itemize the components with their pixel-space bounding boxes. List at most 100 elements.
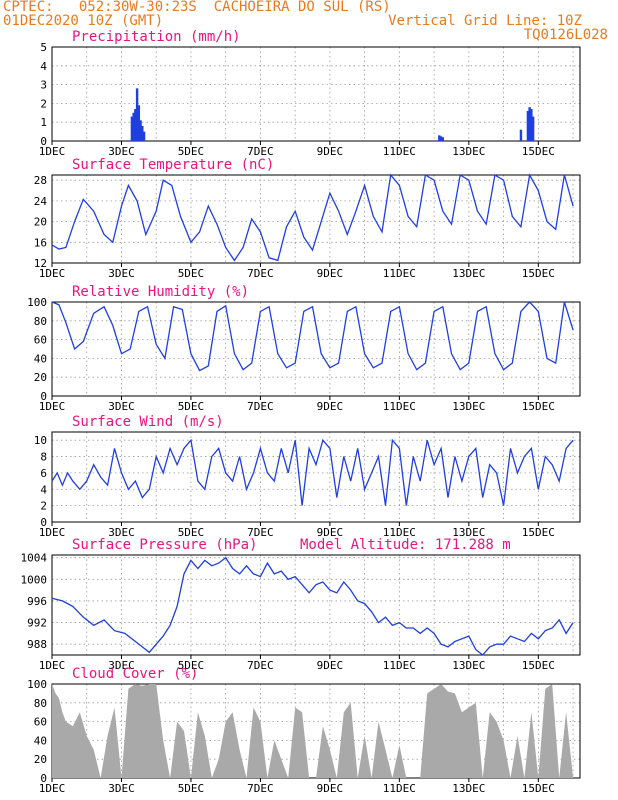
y-tick-label: 80 bbox=[34, 697, 47, 710]
precip-bar bbox=[526, 110, 530, 141]
precip-bar bbox=[438, 135, 441, 141]
y-tick-label: 20 bbox=[34, 371, 47, 384]
y-tick-label: 0 bbox=[40, 516, 47, 529]
y-tick-label: 992 bbox=[27, 617, 47, 630]
x-tick-label: 1DEC bbox=[39, 145, 66, 158]
x-tick-label: 7DEC bbox=[247, 526, 274, 539]
precip-bar bbox=[528, 107, 531, 141]
precip-bar bbox=[439, 136, 443, 141]
x-tick-label: 13DEC bbox=[452, 782, 485, 795]
precip-bar bbox=[135, 88, 139, 141]
header-station: CPTEC: 052:30W-30:23S CACHOEIRA DO SUL (… bbox=[3, 0, 391, 15]
x-tick-label: 9DEC bbox=[317, 526, 344, 539]
x-tick-label: 5DEC bbox=[178, 400, 205, 413]
x-tick-label: 7DEC bbox=[247, 782, 274, 795]
series-line bbox=[51, 173, 574, 262]
panel-title: Surface Wind (m/s) bbox=[72, 414, 224, 430]
precip-bar bbox=[132, 112, 135, 141]
y-tick-label: 2 bbox=[40, 500, 47, 513]
y-tick-label: 4 bbox=[40, 60, 47, 73]
x-tick-label: 1DEC bbox=[39, 526, 66, 539]
x-tick-label: 15DEC bbox=[522, 659, 555, 672]
y-tick-label: 28 bbox=[34, 174, 47, 187]
header-grid-line: Vertical Grid Line: 10Z bbox=[388, 13, 582, 29]
y-tick-label: 60 bbox=[34, 716, 47, 729]
panel-title: Precipitation (mm/h) bbox=[72, 29, 241, 45]
y-tick-label: 100 bbox=[27, 296, 47, 309]
x-tick-label: 13DEC bbox=[452, 526, 485, 539]
x-tick-label: 15DEC bbox=[522, 400, 555, 413]
y-tick-label: 0 bbox=[40, 772, 47, 785]
x-tick-label: 15DEC bbox=[522, 267, 555, 280]
x-tick-label: 9DEC bbox=[317, 659, 344, 672]
panel-5: 988 992 996 1000 1004 1DEC 3DEC 5DEC 7DEC 9DEC 11D… bbox=[21, 537, 581, 672]
x-tick-label: 1DEC bbox=[39, 659, 66, 672]
x-tick-label: 11DEC bbox=[383, 145, 416, 158]
x-tick-label: 13DEC bbox=[452, 145, 485, 158]
x-tick-label: 3DEC bbox=[108, 400, 135, 413]
series-line bbox=[51, 556, 574, 656]
x-tick-label: 15DEC bbox=[522, 782, 555, 795]
x-tick-label: 11DEC bbox=[383, 400, 416, 413]
x-tick-label: 3DEC bbox=[108, 782, 135, 795]
x-tick-label: 11DEC bbox=[383, 782, 416, 795]
y-tick-label: 996 bbox=[27, 595, 47, 608]
precip-bar bbox=[139, 120, 142, 141]
x-tick-label: 11DEC bbox=[383, 659, 416, 672]
x-tick-label: 13DEC bbox=[452, 267, 485, 280]
precip-bar bbox=[530, 109, 533, 141]
panel-3: 0 20 40 60 80 100 1DEC 3DEC 5DEC 7DEC 9DEC 11DEC 13D… bbox=[27, 284, 581, 413]
y-tick-label: 8 bbox=[40, 451, 47, 464]
y-tick-label: 12 bbox=[34, 257, 47, 270]
x-tick-label: 3DEC bbox=[108, 526, 135, 539]
x-tick-label: 5DEC bbox=[178, 526, 205, 539]
y-tick-label: 10 bbox=[34, 434, 47, 447]
x-tick-label: 5DEC bbox=[178, 145, 205, 158]
precip-bar bbox=[441, 137, 444, 141]
panel-title: Relative Humidity (%) bbox=[72, 284, 249, 300]
x-tick-label: 5DEC bbox=[178, 659, 205, 672]
precip-bar bbox=[519, 129, 523, 141]
x-tick-label: 7DEC bbox=[247, 145, 274, 158]
x-tick-label: 9DEC bbox=[317, 782, 344, 795]
x-tick-label: 9DEC bbox=[317, 267, 344, 280]
precip-bar bbox=[134, 109, 137, 141]
x-tick-label: 3DEC bbox=[108, 267, 135, 280]
y-tick-label: 4 bbox=[40, 483, 47, 496]
y-tick-label: 40 bbox=[34, 352, 47, 365]
panel-frame bbox=[51, 301, 581, 397]
y-tick-label: 2 bbox=[40, 97, 47, 110]
y-tick-label: 6 bbox=[40, 467, 47, 480]
x-tick-label: 5DEC bbox=[178, 782, 205, 795]
x-tick-label: 7DEC bbox=[247, 400, 274, 413]
y-tick-label: 0 bbox=[40, 390, 47, 403]
x-tick-label: 3DEC bbox=[108, 145, 135, 158]
x-tick-label: 1DEC bbox=[39, 267, 66, 280]
x-tick-label: 5DEC bbox=[178, 267, 205, 280]
series-line bbox=[51, 438, 574, 506]
panel-title: Surface Pressure (hPa) bbox=[72, 537, 257, 553]
x-tick-label: 9DEC bbox=[317, 145, 344, 158]
y-tick-label: 1000 bbox=[21, 573, 48, 586]
panel-title: Surface Temperature (nC) bbox=[72, 157, 274, 173]
y-tick-label: 3 bbox=[40, 79, 47, 92]
precip-bar bbox=[141, 125, 144, 141]
panel-frame bbox=[51, 46, 581, 142]
header-date: 01DEC2020 10Z (GMT) bbox=[3, 13, 164, 29]
panel-6: 0 20 40 60 80 100 1DEC 3DEC 5DEC 7DEC 9DEC 11DEC 13D… bbox=[27, 666, 581, 795]
x-tick-label: 13DEC bbox=[452, 400, 485, 413]
panel-frame bbox=[51, 431, 581, 523]
x-tick-label: 7DEC bbox=[247, 267, 274, 280]
precip-bar bbox=[137, 105, 141, 141]
y-tick-label: 24 bbox=[34, 195, 48, 208]
series-line bbox=[51, 301, 574, 372]
y-tick-label: 40 bbox=[34, 734, 47, 747]
x-tick-label: 15DEC bbox=[522, 145, 555, 158]
x-tick-label: 13DEC bbox=[452, 659, 485, 672]
y-tick-label: 1 bbox=[40, 116, 47, 129]
y-tick-label: 20 bbox=[34, 753, 47, 766]
header-model-code: TQ0126L028 bbox=[523, 27, 608, 43]
y-tick-label: 60 bbox=[34, 334, 47, 347]
x-tick-label: 15DEC bbox=[522, 526, 555, 539]
x-tick-label: 7DEC bbox=[247, 659, 274, 672]
